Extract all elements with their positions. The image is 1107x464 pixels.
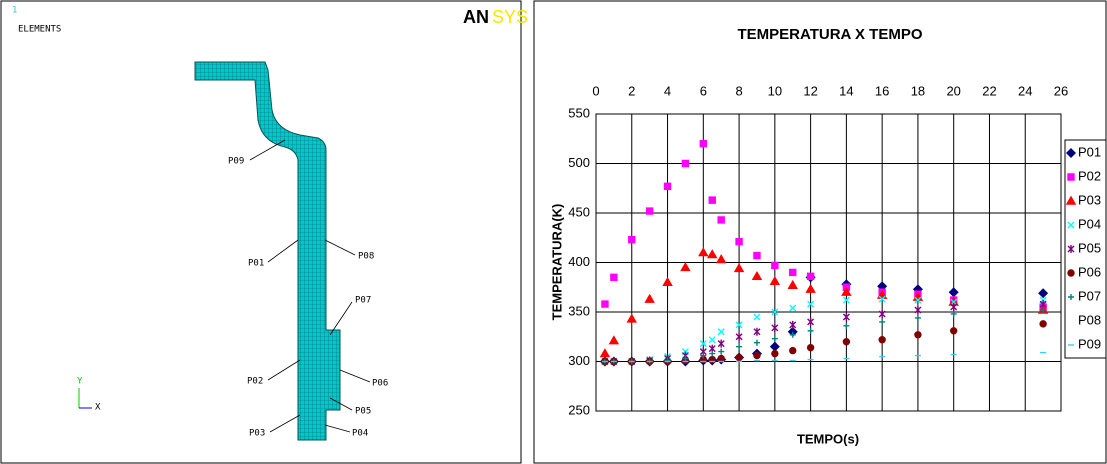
point-label: P08 — [358, 252, 374, 262]
data-point — [700, 141, 706, 147]
data-point — [1040, 321, 1046, 327]
x-tick-label: 8 — [735, 83, 742, 98]
mode-label: ELEMENTS — [18, 25, 61, 35]
y-tick-label: 500 — [568, 155, 590, 170]
legend-label: P07 — [1078, 288, 1101, 303]
triad-label: Y — [77, 377, 83, 387]
data-point — [602, 301, 608, 307]
x-tick-label: 24 — [1018, 83, 1032, 98]
legend-label: P04 — [1078, 216, 1101, 231]
x-tick-label: 2 — [628, 83, 635, 98]
y-tick-label: 450 — [568, 204, 590, 219]
data-point — [718, 356, 724, 362]
y-tick-label: 350 — [568, 303, 590, 318]
data-point — [736, 239, 742, 245]
data-point — [808, 345, 814, 351]
point-label: P05 — [355, 407, 371, 417]
legend-label: P03 — [1078, 192, 1101, 207]
legend-label: P02 — [1078, 168, 1101, 183]
legend-marker — [1068, 174, 1074, 180]
legend-label: P05 — [1078, 240, 1101, 255]
data-point — [629, 237, 635, 243]
x-tick-label: 16 — [875, 83, 889, 98]
x-tick-label: 12 — [803, 83, 817, 98]
y-tick-label: 400 — [568, 254, 590, 269]
x-tick-label: 26 — [1054, 83, 1068, 98]
point-label: P02 — [247, 377, 263, 387]
logo-an: AN — [463, 7, 489, 27]
x-tick-label: 6 — [700, 83, 707, 98]
data-point — [611, 274, 617, 280]
point-label: P09 — [228, 157, 244, 167]
y-tick-label: 300 — [568, 353, 590, 368]
data-point — [808, 273, 814, 279]
point-label: P04 — [352, 429, 368, 439]
data-point — [647, 208, 653, 214]
data-point — [790, 269, 796, 275]
data-point — [879, 337, 885, 343]
data-point — [736, 355, 742, 361]
legend-marker — [1068, 270, 1074, 276]
legend-label: P08 — [1078, 312, 1101, 327]
data-point — [709, 197, 715, 203]
data-point — [843, 339, 849, 345]
x-tick-label: 22 — [982, 83, 996, 98]
legend-label: P06 — [1078, 264, 1101, 279]
panel-border — [534, 1, 1106, 463]
data-point — [790, 348, 796, 354]
legend-label: P09 — [1078, 336, 1101, 351]
data-point — [718, 217, 724, 223]
chart-title: TEMPERATURA X TEMPO — [737, 26, 922, 43]
page: 1 ELEMENTS AN SYS P09 P01 P08 P07 P02 P0… — [0, 0, 1107, 464]
point-label: P03 — [249, 429, 265, 439]
x-tick-label: 20 — [946, 83, 960, 98]
data-point — [754, 353, 760, 359]
data-point — [951, 328, 957, 334]
ansys-panel: 1 ELEMENTS AN SYS P09 P01 P08 P07 P02 P0… — [1, 1, 528, 463]
x-axis-label: TEMPO(s) — [797, 431, 859, 446]
x-tick-label: 4 — [664, 83, 671, 98]
x-tick-label: 18 — [911, 83, 925, 98]
point-label: P07 — [355, 296, 371, 306]
data-point — [665, 183, 671, 189]
step-number: 1 — [12, 6, 17, 16]
x-tick-label: 0 — [592, 83, 599, 98]
figure: 1 ELEMENTS AN SYS P09 P01 P08 P07 P02 P0… — [0, 0, 1107, 464]
data-point — [682, 161, 688, 167]
x-tick-label: 10 — [768, 83, 782, 98]
triad-label: X — [95, 403, 101, 413]
y-tick-label: 550 — [568, 105, 590, 120]
x-tick-label: 14 — [839, 83, 853, 98]
data-point — [915, 332, 921, 338]
y-tick-label: 250 — [568, 402, 590, 417]
logo-sys: SYS — [492, 7, 528, 27]
data-point — [754, 253, 760, 259]
legend-label: P01 — [1078, 144, 1101, 159]
data-point — [772, 262, 778, 268]
point-label: P01 — [248, 259, 264, 269]
point-label: P06 — [372, 379, 388, 389]
data-point — [772, 351, 778, 357]
y-axis-label: TEMPERATURA(K) — [549, 204, 564, 321]
